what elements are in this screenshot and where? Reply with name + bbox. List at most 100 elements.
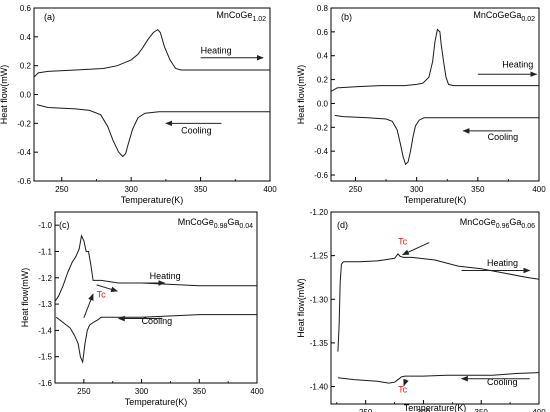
sample-formula: MnCoGe1.02 [216,10,266,23]
sample-formula: MnCoGeGa0.02 [473,10,535,23]
x-tick-label: 400 [532,408,546,412]
x-axis-title: Temperature(K) [404,403,467,412]
y-tick-label: -1.4 [38,326,52,335]
x-tick-label: 350 [475,408,489,412]
y-tick-label: -1.5 [38,353,52,362]
heating-curve [54,234,257,302]
y-tick-label: -0.4 [314,147,328,156]
panel-label: (b) [341,12,352,22]
x-tick-label: 300 [135,387,149,396]
x-tick-label: 250 [359,408,373,412]
chart-panel-1: 250 300 350 400 -0.6 -0.4 -0.2 0.0 0.2 0.4 0.6 Temp… [0,4,277,205]
y-tick-label: -0.2 [17,119,31,128]
y-tick-label: 0.0 [20,91,32,100]
cooling-curve [334,114,539,166]
y-tick-label: -0.6 [17,177,31,186]
y-axis-title: Heat flow(mW) [0,65,9,125]
tc-label: Tc [398,385,408,395]
formula-subscript: 0.96 [496,223,510,230]
formula-subscript: 0.04 [239,223,253,230]
chart-panel-4: 250 300 350 400 -1.40 -1.35 -1.30 -1.25 -1.20 Tem… [296,208,546,412]
formula-subscript: 0.02 [521,16,535,23]
chart-panel-2: 250 300 350 400 -0.6 -0.4 -0.2 0.0 0.2 0.4 0.6 0.8 T… [296,4,546,205]
cooling-label: Cooling [487,377,518,387]
cooling-label: Cooling [181,125,212,135]
y-tick-label: -0.2 [314,123,328,132]
heating-curve [337,253,540,352]
x-axis-title: Temperature(K) [121,195,184,205]
y-tick-label: -0.6 [314,171,328,180]
cooling-label: Cooling [488,132,519,142]
y-tick-label: 0.2 [20,62,32,71]
y-tick-label: -1.40 [310,383,329,392]
y-tick-label: -1.1 [38,247,52,256]
sample-formula: MnCoGe0.98Ga0.04 [178,217,253,230]
x-tick-label: 300 [417,408,431,412]
y-tick-label: -1.6 [38,379,52,388]
x-tick-label: 350 [193,387,207,396]
y-tick-label: -1.2 [38,274,52,283]
tc-label: Tc [398,236,408,246]
plot-frame [54,211,258,384]
panel-label: (c) [59,220,70,230]
x-tick-label: 250 [55,185,69,194]
formula-part: MnCoGeGa [473,10,521,20]
x-tick-label: 400 [250,387,264,396]
plot-frame [330,7,540,182]
x-tick-label: 300 [410,185,424,194]
y-tick-label: -1.3 [38,300,52,309]
y-tick-label: 0.6 [20,4,32,13]
x-tick-label: 400 [532,185,546,194]
x-tick-label: 300 [124,185,138,194]
heating-curve [33,28,270,78]
y-tick-label: 0.4 [317,52,329,61]
formula-subscript: 0.98 [214,223,228,230]
sample-formula: MnCoGe0.96Ga0.06 [460,217,535,230]
y-tick-label: 0.6 [317,28,329,37]
y-tick-label: -1.35 [310,339,329,348]
heating-label: Heating [487,258,518,268]
formula-part: Ga [509,217,521,227]
y-tick-label: -1.25 [310,252,329,261]
y-tick-label: -1.30 [310,295,329,304]
formula-subscript: 0.06 [521,223,535,230]
x-axis-title: Temperature(K) [125,397,188,407]
formula-part: Ga [227,217,239,227]
plot-frame [330,211,540,405]
cooling-curve [337,372,540,384]
heating-label: Heating [201,45,232,55]
x-tick-label: 250 [349,185,363,194]
tc-label: Tc [97,290,107,300]
tc-arrow [402,242,430,256]
x-tick-label: 250 [77,387,91,396]
formula-part: MnCoGe [178,217,214,227]
panel-label: (d) [337,220,348,230]
formula-part: MnCoGe [216,10,252,20]
panel-label: (a) [44,12,55,22]
y-tick-label: -1.0 [38,221,52,230]
y-tick-label: 0.2 [317,76,329,85]
x-tick-label: 400 [263,185,277,194]
x-tick-label: 350 [471,185,485,194]
y-tick-label: 0.4 [20,33,32,42]
cooling-curve [36,104,270,158]
cooling-label: Cooling [142,316,173,326]
y-tick-label: -0.4 [17,148,31,157]
formula-subscript: 1.02 [252,16,266,23]
y-axis-title: Heat flow(mW) [20,268,30,328]
y-tick-label: -1.20 [310,208,329,217]
tc-arrow [83,293,94,318]
tc-arrow [96,284,119,293]
y-tick-label: 0.0 [317,99,329,108]
formula-part: MnCoGe [460,217,496,227]
heating-label: Heating [150,271,181,281]
tc-arrow [403,378,409,387]
x-tick-label: 350 [194,185,208,194]
x-axis-title: Temperature(K) [404,195,467,205]
y-tick-label: 0.8 [317,4,329,13]
heating-curve [330,28,539,92]
y-axis-title: Heat flow(mW) [296,278,306,338]
y-axis-title: Heat flow(mW) [296,65,306,125]
heating-label: Heating [502,60,533,70]
